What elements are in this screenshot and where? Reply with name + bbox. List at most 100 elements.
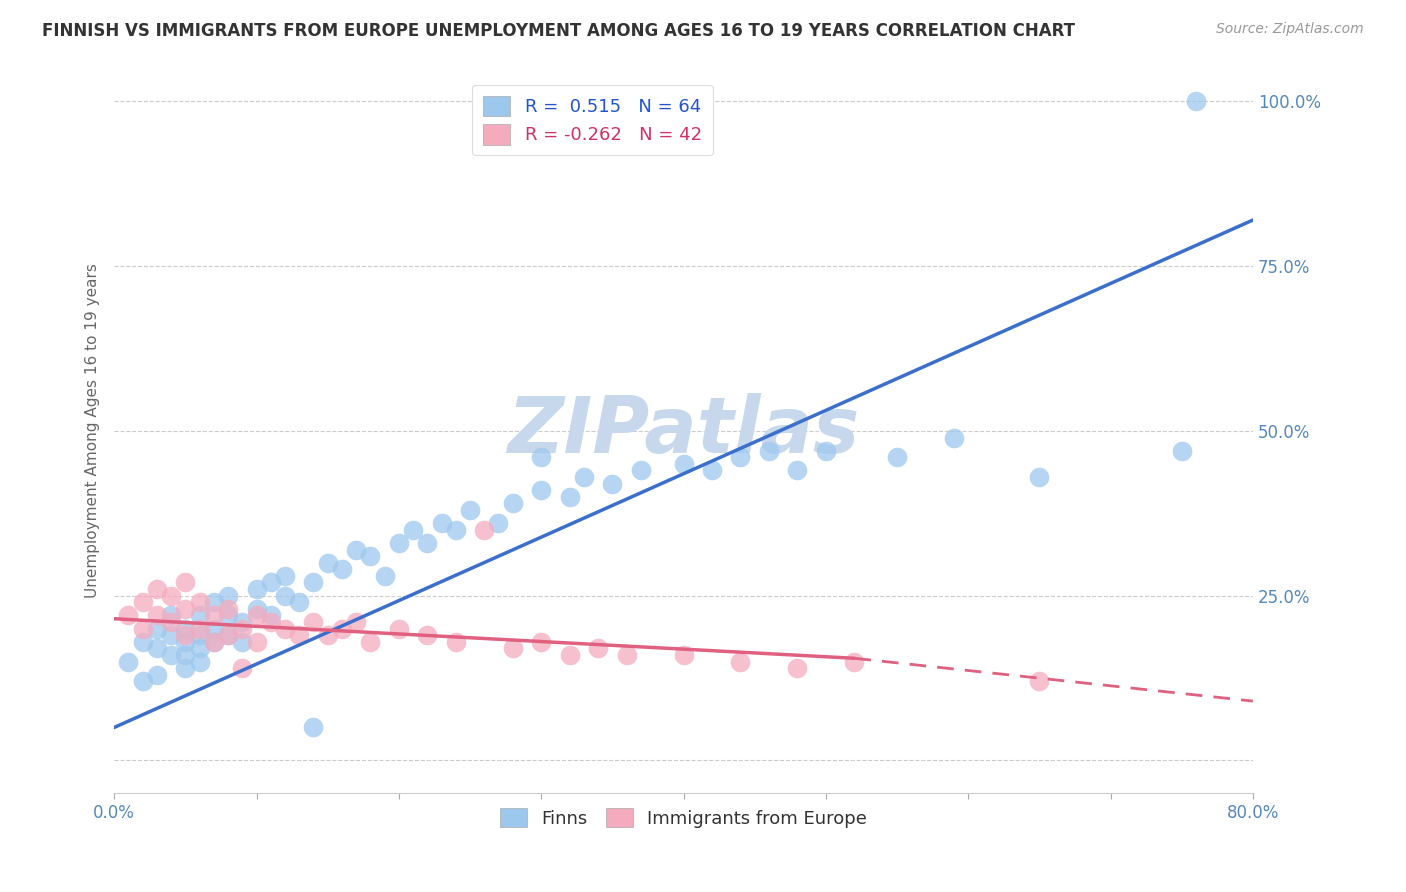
Point — [146, 667, 169, 681]
Point — [202, 634, 225, 648]
Point — [388, 536, 411, 550]
Point — [502, 641, 524, 656]
Point — [758, 443, 780, 458]
Point — [188, 608, 211, 623]
Point — [416, 628, 439, 642]
Point — [131, 622, 153, 636]
Point — [160, 628, 183, 642]
Point — [814, 443, 837, 458]
Point — [117, 608, 139, 623]
Point — [260, 575, 283, 590]
Point — [217, 589, 239, 603]
Point — [730, 655, 752, 669]
Point — [174, 648, 197, 662]
Point — [344, 615, 367, 629]
Point — [274, 569, 297, 583]
Point — [160, 589, 183, 603]
Point — [616, 648, 638, 662]
Point — [374, 569, 396, 583]
Point — [359, 634, 381, 648]
Point — [160, 608, 183, 623]
Point — [231, 615, 253, 629]
Point — [316, 628, 339, 642]
Point — [672, 648, 695, 662]
Point — [288, 628, 311, 642]
Point — [586, 641, 609, 656]
Point — [1170, 443, 1192, 458]
Point — [117, 655, 139, 669]
Point — [630, 463, 652, 477]
Point — [174, 634, 197, 648]
Point — [1185, 95, 1208, 109]
Point — [188, 628, 211, 642]
Point — [402, 523, 425, 537]
Point — [146, 641, 169, 656]
Point — [131, 595, 153, 609]
Point — [260, 615, 283, 629]
Point — [160, 648, 183, 662]
Point — [245, 582, 267, 596]
Text: FINNISH VS IMMIGRANTS FROM EUROPE UNEMPLOYMENT AMONG AGES 16 TO 19 YEARS CORRELA: FINNISH VS IMMIGRANTS FROM EUROPE UNEMPL… — [42, 22, 1076, 40]
Point — [302, 575, 325, 590]
Point — [217, 628, 239, 642]
Point — [330, 622, 353, 636]
Point — [330, 562, 353, 576]
Point — [174, 628, 197, 642]
Point — [700, 463, 723, 477]
Point — [388, 622, 411, 636]
Point — [786, 661, 808, 675]
Point — [188, 595, 211, 609]
Point — [558, 648, 581, 662]
Point — [430, 516, 453, 531]
Point — [146, 622, 169, 636]
Point — [572, 470, 595, 484]
Point — [231, 661, 253, 675]
Point — [146, 582, 169, 596]
Point — [302, 615, 325, 629]
Point — [458, 503, 481, 517]
Point — [146, 608, 169, 623]
Point — [188, 641, 211, 656]
Point — [245, 602, 267, 616]
Text: Source: ZipAtlas.com: Source: ZipAtlas.com — [1216, 22, 1364, 37]
Point — [530, 483, 553, 498]
Point — [202, 634, 225, 648]
Point — [274, 589, 297, 603]
Point — [502, 496, 524, 510]
Point — [274, 622, 297, 636]
Point — [1028, 674, 1050, 689]
Point — [188, 655, 211, 669]
Point — [260, 608, 283, 623]
Point — [217, 608, 239, 623]
Point — [174, 661, 197, 675]
Point — [217, 602, 239, 616]
Point — [444, 523, 467, 537]
Point — [202, 608, 225, 623]
Point — [245, 608, 267, 623]
Point — [472, 523, 495, 537]
Point — [302, 721, 325, 735]
Point — [174, 602, 197, 616]
Point — [217, 628, 239, 642]
Point — [359, 549, 381, 563]
Point — [558, 490, 581, 504]
Point — [131, 674, 153, 689]
Legend: Finns, Immigrants from Europe: Finns, Immigrants from Europe — [492, 801, 875, 835]
Point — [416, 536, 439, 550]
Point — [488, 516, 510, 531]
Point — [316, 556, 339, 570]
Point — [942, 430, 965, 444]
Point — [344, 542, 367, 557]
Point — [602, 476, 624, 491]
Point — [174, 575, 197, 590]
Point — [730, 450, 752, 465]
Point — [288, 595, 311, 609]
Point — [786, 463, 808, 477]
Point — [886, 450, 908, 465]
Text: ZIPatlas: ZIPatlas — [508, 393, 859, 469]
Point — [672, 457, 695, 471]
Y-axis label: Unemployment Among Ages 16 to 19 years: Unemployment Among Ages 16 to 19 years — [86, 263, 100, 599]
Point — [231, 634, 253, 648]
Point — [174, 622, 197, 636]
Point — [202, 595, 225, 609]
